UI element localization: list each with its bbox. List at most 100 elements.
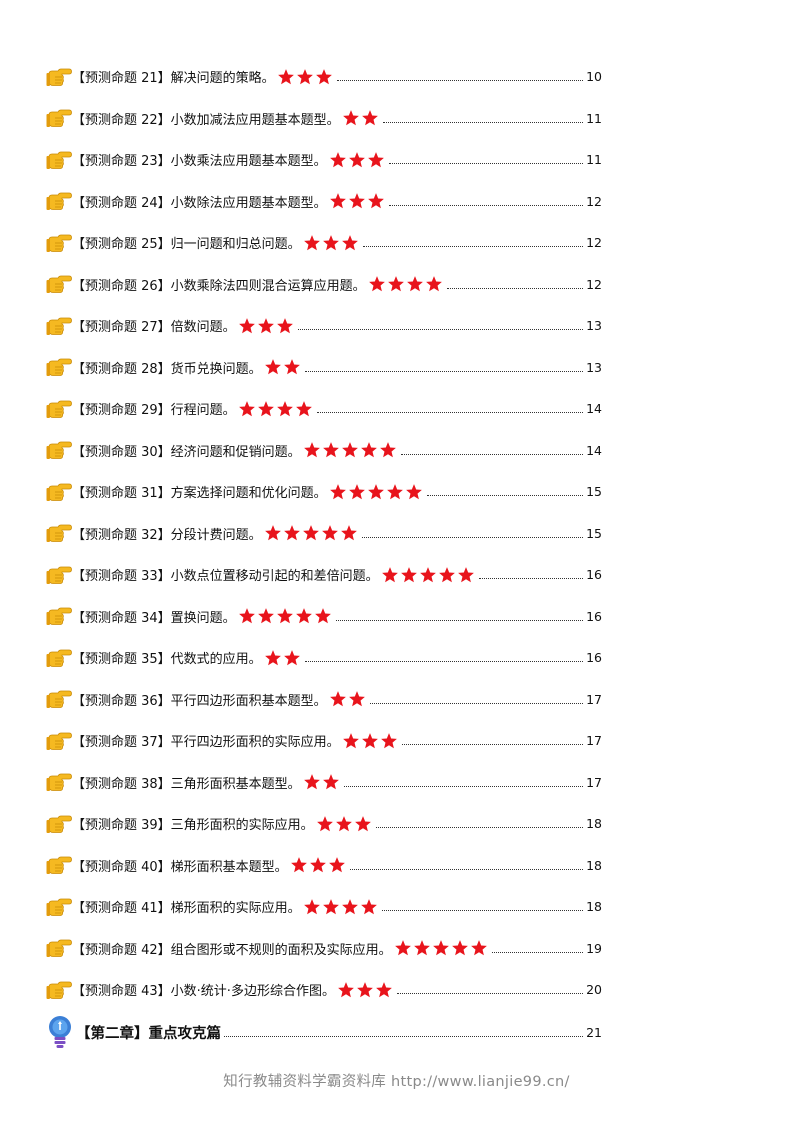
toc-entry-label: 【预测命题 30】经济问题和促销问题。 <box>72 444 301 460</box>
star-icon <box>309 857 326 873</box>
difficulty-stars <box>238 607 333 625</box>
star-icon <box>335 815 352 831</box>
difficulty-stars <box>264 649 302 667</box>
pointing-hand-icon <box>46 856 72 875</box>
toc-entry[interactable]: 【预测命题 39】三角形面积的实际应用。 18 <box>46 803 602 845</box>
pointing-hand-icon <box>46 815 72 833</box>
difficulty-stars <box>394 939 489 957</box>
star-icon <box>381 566 398 582</box>
star-icon <box>368 276 385 292</box>
difficulty-stars <box>303 234 360 252</box>
dot-leader <box>491 951 584 953</box>
toc-entry[interactable]: 【预测命题 40】梯形面积基本题型。 18 <box>46 845 602 887</box>
toc-page-number: 13 <box>586 318 602 334</box>
toc-entry-label: 【预测命题 35】代数式的应用。 <box>72 652 262 668</box>
dot-leader <box>381 910 584 912</box>
toc-entry[interactable]: 【预测命题 21】解决问题的策略。 10 <box>46 56 602 98</box>
star-icon <box>322 774 339 790</box>
star-icon <box>387 276 404 292</box>
difficulty-stars <box>303 773 341 791</box>
dot-leader <box>478 578 584 580</box>
star-icon <box>329 691 346 707</box>
pointing-hand-icon <box>46 192 72 211</box>
difficulty-stars <box>342 109 380 127</box>
difficulty-stars <box>368 275 444 293</box>
dot-leader <box>362 246 584 248</box>
toc-entry[interactable]: 【预测命题 41】梯形面积的实际应用。 18 <box>46 886 602 928</box>
toc-page-number: 12 <box>586 276 602 292</box>
toc-entry[interactable]: 【预测命题 22】小数加减法应用题基本题型。 11 <box>46 98 602 140</box>
chapter-title: 【第二章】重点攻克篇 <box>76 1026 221 1042</box>
difficulty-stars <box>329 151 386 169</box>
toc-entry[interactable]: 【预测命题 38】三角形面积基本题型。 17 <box>46 762 602 804</box>
star-icon <box>341 234 358 250</box>
toc-page-number: 20 <box>586 982 602 998</box>
star-icon <box>367 483 384 499</box>
toc-page-number: 12 <box>586 235 602 251</box>
toc-chapter-entry[interactable]: 【第二章】重点攻克篇 21 <box>46 1011 602 1055</box>
star-icon <box>322 442 339 458</box>
toc-page-number: 16 <box>586 608 602 624</box>
toc-entry[interactable]: 【预测命题 28】货币兑换问题。 13 <box>46 347 602 389</box>
star-icon <box>367 151 384 167</box>
star-icon <box>276 608 293 624</box>
toc-entry-label: 【预测命题 40】梯形面积基本题型。 <box>72 859 288 875</box>
pointing-hand-icon <box>46 607 72 626</box>
toc-entry[interactable]: 【预测命题 34】置换问题。 16 <box>46 596 602 638</box>
dot-leader <box>335 619 584 621</box>
star-icon <box>296 68 313 84</box>
pointing-hand-icon <box>46 358 72 377</box>
toc-entry[interactable]: 【预测命题 30】经济问题和促销问题。 14 <box>46 430 602 472</box>
star-icon <box>341 442 358 458</box>
pointing-hand-icon <box>46 649 72 667</box>
dot-leader <box>304 370 584 372</box>
toc-entry[interactable]: 【预测命题 26】小数乘除法四则混合运算应用题。 12 <box>46 264 602 306</box>
star-icon <box>360 442 377 458</box>
toc-entry[interactable]: 【预测命题 42】组合图形或不规则的面积及实际应用。 19 <box>46 928 602 970</box>
toc-entry[interactable]: 【预测命题 32】分段计费问题。 15 <box>46 513 602 555</box>
toc-entry[interactable]: 【预测命题 29】行程问题。 14 <box>46 388 602 430</box>
toc-entry-label: 【预测命题 27】倍数问题。 <box>72 320 236 336</box>
toc-entry[interactable]: 【预测命题 31】方案选择问题和优化问题。 15 <box>46 471 602 513</box>
pointing-hand-icon <box>46 151 72 169</box>
toc-entry[interactable]: 【预测命题 36】平行四边形面积基本题型。 17 <box>46 679 602 721</box>
toc-page-number: 17 <box>586 691 602 707</box>
toc-entry-label: 【预测命题 32】分段计费问题。 <box>72 527 262 543</box>
star-icon <box>348 483 365 499</box>
difficulty-stars <box>316 815 373 833</box>
dot-leader <box>375 827 584 829</box>
toc-entry[interactable]: 【预测命题 27】倍数问题。 13 <box>46 305 602 347</box>
toc-page-number: 14 <box>586 442 602 458</box>
toc-entry-label: 【预测命题 43】小数·统计·多边形综合作图。 <box>72 984 335 1000</box>
toc-page-number: 17 <box>586 774 602 790</box>
toc-entry[interactable]: 【预测命题 43】小数·统计·多边形综合作图。 20 <box>46 969 602 1011</box>
toc-entry-label: 【预测命题 28】货币兑换问题。 <box>72 361 262 377</box>
toc-entry[interactable]: 【预测命题 23】小数乘法应用题基本题型。 11 <box>46 139 602 181</box>
toc-entry[interactable]: 【预测命题 25】归一问题和归总问题。 12 <box>46 222 602 264</box>
star-icon <box>283 649 300 665</box>
difficulty-stars <box>329 192 386 210</box>
toc-entry[interactable]: 【预测命题 24】小数除法应用题基本题型。 12 <box>46 181 602 223</box>
star-icon <box>257 608 274 624</box>
table-of-contents: 【预测命题 21】解决问题的策略。 10 【预测命题 22】小数加减法应用题基本题型… <box>46 56 602 1055</box>
toc-entry[interactable]: 【预测命题 37】平行四边形面积的实际应用。 17 <box>46 720 602 762</box>
toc-entry[interactable]: 【预测命题 33】小数点位置移动引起的和差倍问题。 16 <box>46 554 602 596</box>
star-icon <box>295 400 312 416</box>
difficulty-stars <box>303 898 379 916</box>
star-icon <box>348 691 365 707</box>
star-icon <box>283 359 300 375</box>
star-icon <box>400 566 417 582</box>
toc-entry[interactable]: 【预测命题 35】代数式的应用。 16 <box>46 637 602 679</box>
pointing-hand-icon <box>46 981 72 999</box>
toc-entry-label: 【预测命题 31】方案选择问题和优化问题。 <box>72 486 327 502</box>
star-icon <box>413 940 430 956</box>
pointing-hand-icon <box>46 732 72 750</box>
toc-page-number: 18 <box>586 816 602 832</box>
star-icon <box>329 193 346 209</box>
dot-leader <box>382 121 584 123</box>
difficulty-stars <box>264 524 359 542</box>
toc-page-number: 16 <box>586 650 602 666</box>
dot-leader <box>388 204 584 206</box>
lightbulb-icon <box>49 1015 71 1048</box>
difficulty-stars <box>337 981 394 999</box>
